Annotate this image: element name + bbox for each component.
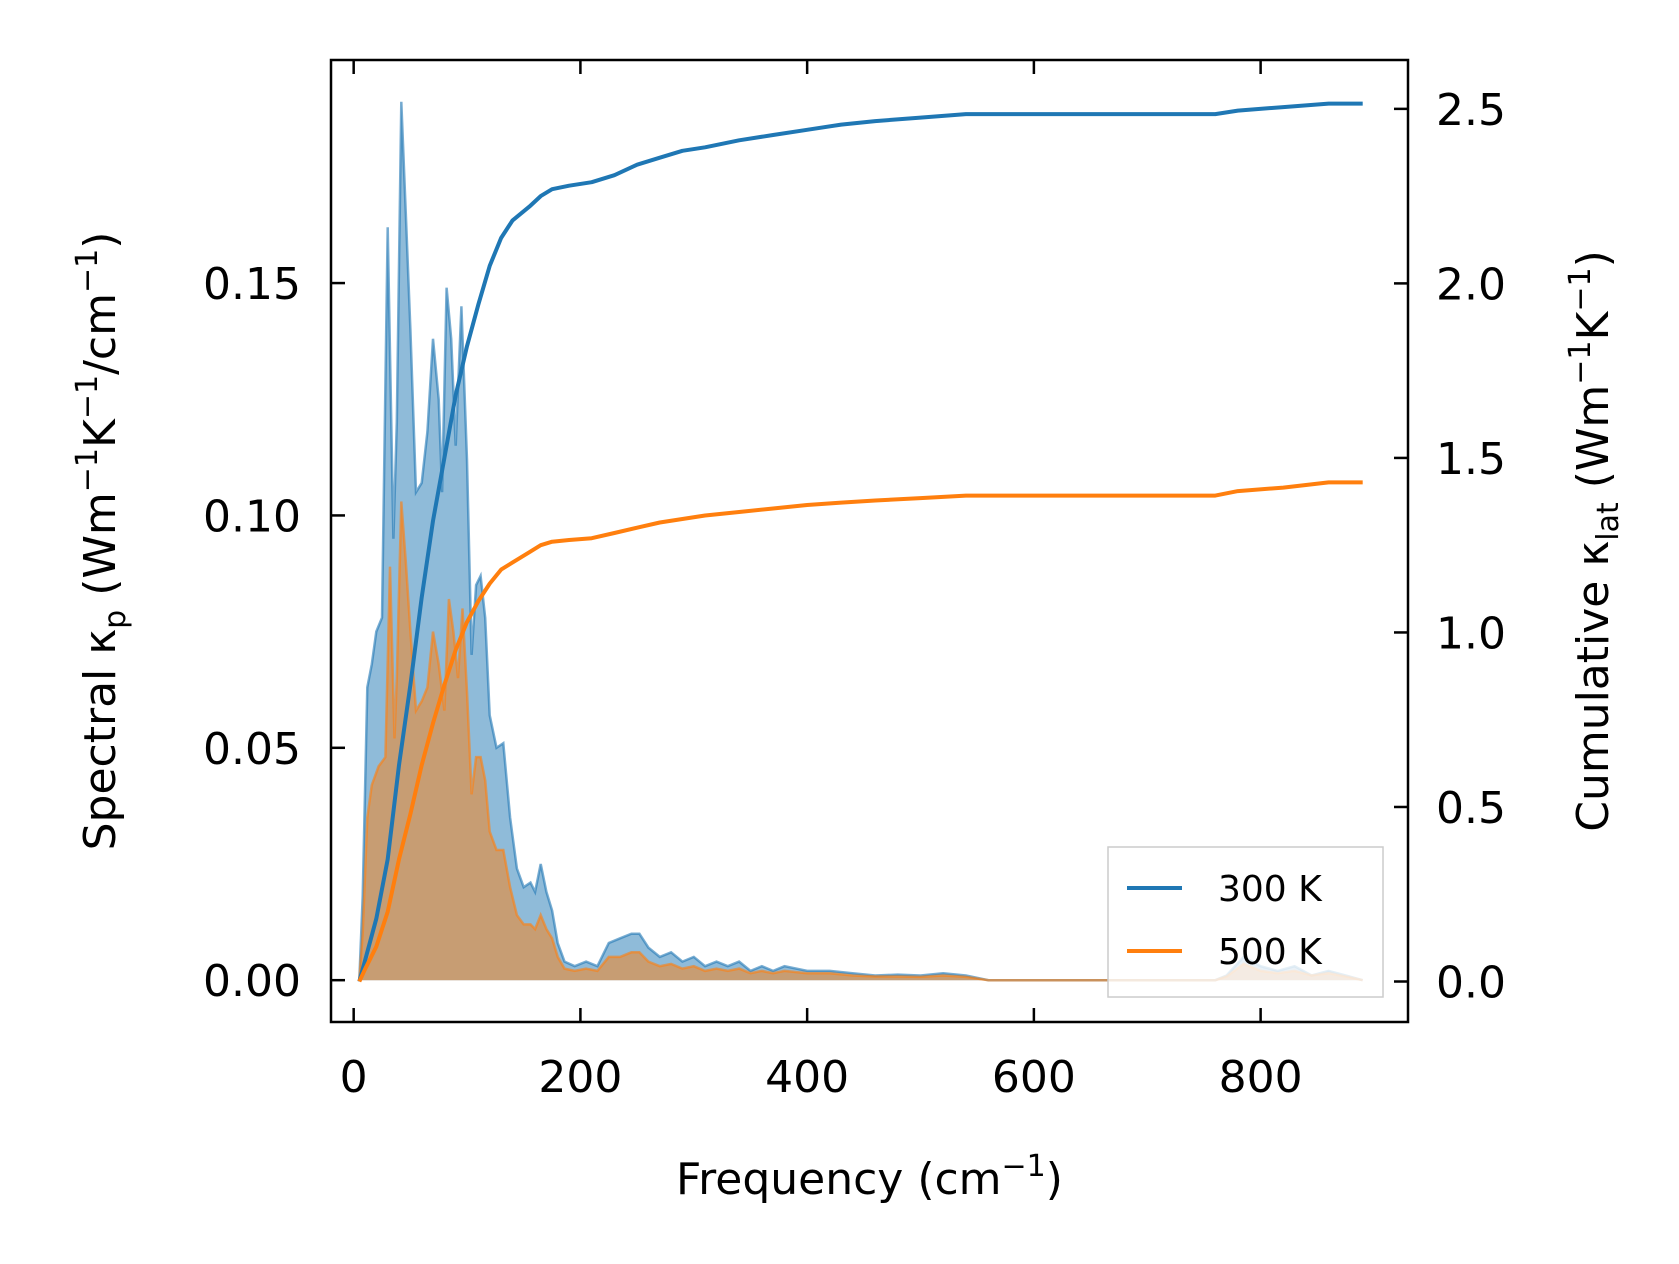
- legend-label-500k: 500 K: [1218, 932, 1323, 973]
- spectral-outline-500k: [358, 501, 1363, 982]
- spectral-area-500k: [359, 501, 1363, 981]
- left-y-tick-label-1: 0.05: [203, 724, 301, 775]
- right-y-tick-label-1: 0.5: [1436, 783, 1506, 834]
- spectral-fills: [358, 101, 1364, 982]
- legend: 300 K 500 K: [1107, 846, 1384, 998]
- legend-label-300k: 300 K: [1218, 869, 1323, 910]
- cumulative-line-300k: [357, 101, 1363, 983]
- right-y-tick-label-3: 1.5: [1436, 434, 1506, 485]
- right-y-tick-label-4: 2.0: [1436, 259, 1506, 310]
- left-y-tick-label-3: 0.15: [203, 259, 301, 310]
- x-axis-label: Frequency (cm−1): [676, 1149, 1063, 1205]
- left-y-tick-label-2: 0.10: [203, 491, 301, 542]
- x-tick-label-600: 600: [992, 1052, 1076, 1103]
- ticks: 0 200 400 600 800 0.00 0.05 0.10 0.15 0.0 0.5 1.0 1.…: [203, 60, 1506, 1103]
- right-y-axis-label: Cumulative κlat (Wm−1K−1): [1563, 250, 1626, 832]
- right-y-tick-label-0: 0.0: [1436, 958, 1506, 1009]
- x-tick-label-0: 0: [340, 1052, 368, 1103]
- plot-frame: [329, 58, 1410, 1024]
- spectral-outline-300k: [358, 101, 1364, 982]
- left-y-tick-label-0: 0.00: [203, 956, 301, 1007]
- x-tick-label-200: 200: [538, 1052, 622, 1103]
- series-lines: [357, 101, 1363, 983]
- legend-box: [1107, 846, 1384, 998]
- x-tick-label-800: 800: [1219, 1052, 1303, 1103]
- x-tick-label-400: 400: [765, 1052, 849, 1103]
- right-y-tick-label-5: 2.5: [1436, 85, 1506, 136]
- cumulative-line-500k: [357, 480, 1363, 983]
- right-y-tick-label-2: 1.0: [1436, 608, 1506, 659]
- left-y-axis-label: Spectral κp (Wm−1K−1/cm−1): [70, 232, 133, 851]
